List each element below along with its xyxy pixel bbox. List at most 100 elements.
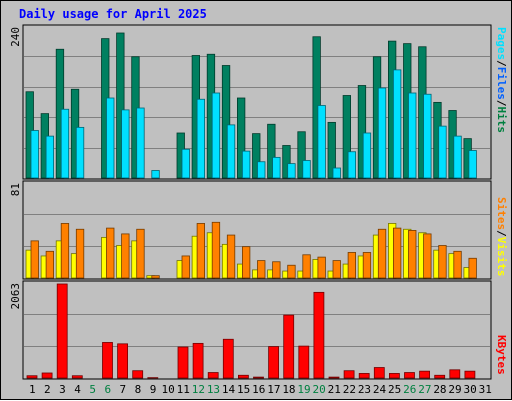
- pages-bar: [31, 131, 39, 179]
- sites-bar: [242, 247, 250, 278]
- day-label: 21: [328, 383, 341, 396]
- kbytes-bar: [284, 315, 294, 378]
- kbytes-bar: [208, 373, 218, 378]
- day-label: 30: [464, 383, 477, 396]
- kbytes-bar: [223, 339, 233, 378]
- day-label: 15: [237, 383, 250, 396]
- sites-bar: [227, 235, 235, 278]
- pages-bar: [107, 98, 115, 178]
- day-label: 31: [479, 383, 492, 396]
- day-label: 9: [150, 383, 157, 396]
- pages-bar: [303, 161, 311, 179]
- pages-bar: [61, 109, 68, 178]
- sites-bar: [378, 229, 386, 278]
- sites-bar: [182, 256, 190, 278]
- sites-legend: Sites/Visits: [495, 197, 508, 277]
- day-label: 16: [252, 383, 265, 396]
- sites-bar: [31, 241, 39, 278]
- pages-bar: [242, 151, 250, 178]
- kbytes-bar: [103, 342, 113, 378]
- legend-entry: Files: [495, 67, 508, 100]
- sites-bar: [61, 223, 68, 278]
- pages-bar: [122, 110, 130, 178]
- pages-bar: [273, 157, 281, 178]
- day-label: 12: [192, 383, 205, 396]
- day-label: 29: [448, 383, 461, 396]
- kbytes-bar: [72, 376, 82, 378]
- sites-bar: [152, 276, 160, 278]
- sites-bar: [197, 223, 205, 278]
- day-label: 5: [89, 383, 96, 396]
- sites-bar: [469, 258, 477, 278]
- day-label: 24: [373, 383, 387, 396]
- kbytes-legend: KBytes: [495, 335, 508, 375]
- kbytes-bar: [118, 344, 128, 378]
- pages-bar: [197, 99, 205, 178]
- pages-bar: [348, 152, 356, 178]
- pages-bar: [333, 168, 341, 178]
- pages-bar: [76, 127, 84, 178]
- day-label: 10: [162, 383, 175, 396]
- kbytes-bar: [178, 347, 188, 378]
- pages-bar: [469, 151, 477, 179]
- pages-bar: [212, 93, 220, 178]
- pages-bar: [137, 108, 145, 178]
- kbytes-bar: [359, 373, 369, 378]
- day-label: 4: [74, 383, 81, 396]
- pages-bar: [46, 136, 54, 178]
- kbytes-bar: [57, 284, 67, 378]
- pages-bar: [409, 93, 417, 178]
- pages-bar: [318, 106, 326, 179]
- day-label: 25: [388, 383, 401, 396]
- sites-bar: [288, 265, 296, 278]
- day-label: 28: [433, 383, 446, 396]
- hits-legend: Pages/Files/Hits: [495, 27, 508, 133]
- kbytes-bar: [374, 368, 384, 378]
- kbytes-bar: [450, 370, 460, 378]
- day-label: 18: [282, 383, 295, 396]
- kbytes-bar: [254, 377, 264, 378]
- sites-bar: [107, 228, 115, 278]
- sites-bar: [363, 252, 371, 278]
- pages-bar: [288, 164, 296, 178]
- pages-bar: [378, 88, 386, 178]
- legend-entry: Sites: [495, 197, 508, 230]
- sites-bar: [424, 234, 432, 278]
- sites-bar: [454, 251, 462, 278]
- kbytes-bar: [465, 371, 475, 378]
- kbytes-bar: [329, 377, 339, 378]
- pages-bar: [424, 94, 432, 178]
- day-label: 1: [29, 383, 36, 396]
- kbytes-bar: [344, 371, 354, 378]
- kbytes-bar: [405, 373, 415, 378]
- kbytes-bar: [299, 346, 309, 378]
- day-label: 13: [207, 383, 220, 396]
- day-label: 23: [358, 383, 371, 396]
- sites-scale-label: 81: [9, 183, 22, 196]
- sites-bar: [303, 255, 311, 278]
- kbytes-bar: [238, 375, 248, 378]
- day-label: 20: [313, 383, 326, 396]
- panel-frame: [23, 281, 491, 379]
- kbytes-bar: [314, 292, 324, 378]
- hits-scale-label: 240: [9, 27, 22, 47]
- kbytes-bar: [435, 375, 445, 378]
- kbytes-bar: [269, 347, 279, 378]
- pages-bar: [227, 125, 235, 178]
- sites-bar: [137, 229, 145, 278]
- sites-bar: [318, 257, 326, 278]
- kbytes-bar: [389, 373, 399, 378]
- sites-bar: [122, 234, 130, 278]
- pages-bar: [152, 171, 160, 179]
- day-label: 17: [267, 383, 280, 396]
- sites-bar: [212, 222, 220, 278]
- pages-bar: [454, 136, 462, 178]
- sites-bar: [333, 261, 341, 278]
- day-label: 14: [222, 383, 236, 396]
- sites-bar: [409, 230, 417, 278]
- day-label: 2: [44, 383, 51, 396]
- kbytes-bar: [133, 371, 143, 378]
- day-label: 8: [135, 383, 142, 396]
